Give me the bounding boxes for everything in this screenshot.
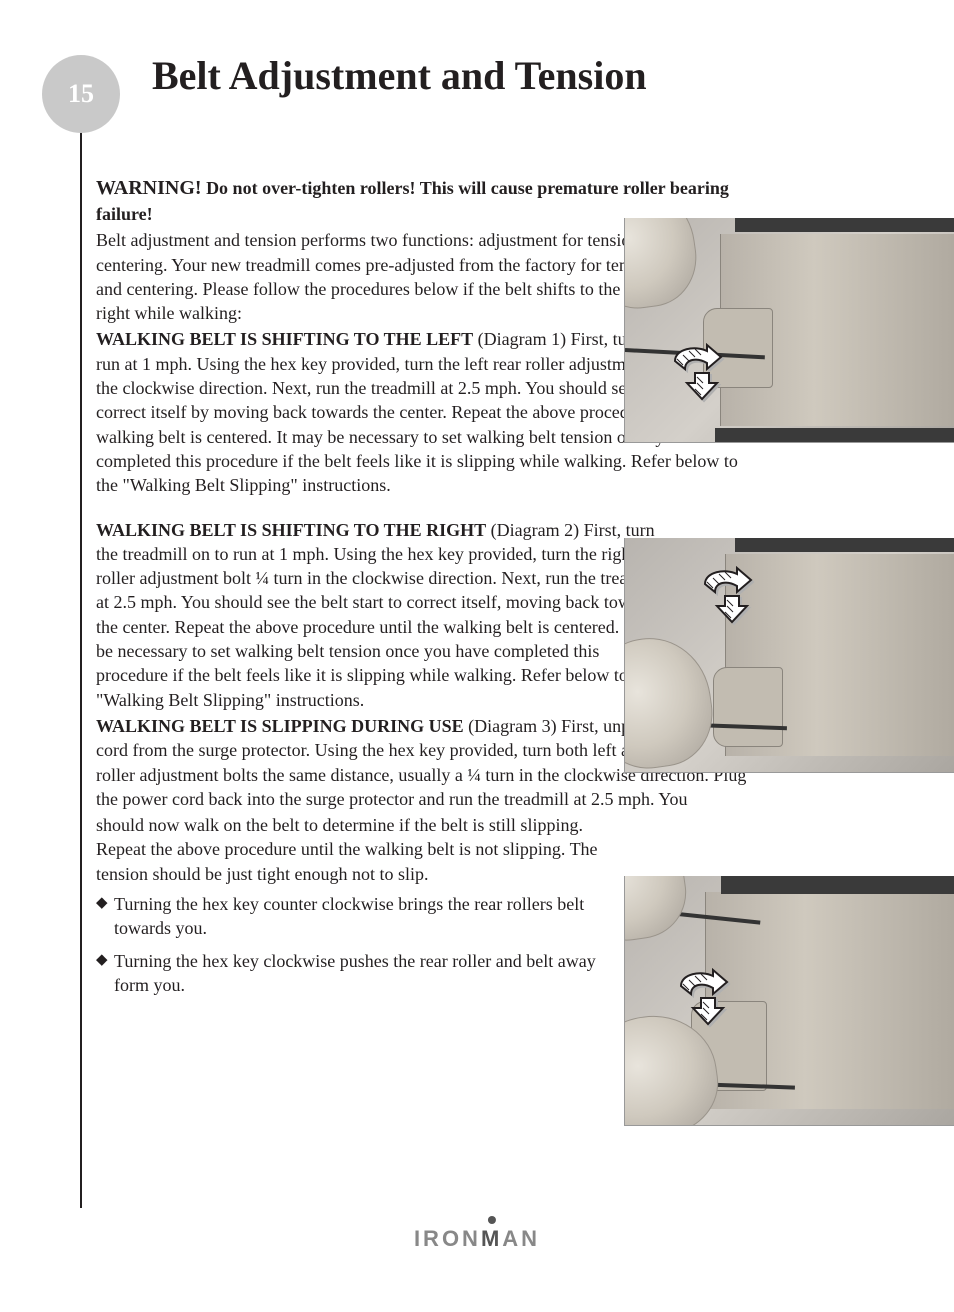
diamond-bullet-icon: ◆ (96, 892, 114, 915)
diagram-3 (624, 876, 954, 1126)
logo-left: IRON (414, 1226, 481, 1252)
section-right-head: WALKING BELT IS SHIFTING TO THE RIGHT (96, 520, 486, 540)
section-slip-diag: (Diagram 3) (468, 716, 556, 736)
clockwise-arrow-icon (695, 566, 759, 624)
section-left-head: WALKING BELT IS SHIFTING TO THE LEFT (96, 329, 473, 349)
bullet-text-0: Turning the hex key counter clockwise br… (114, 892, 608, 941)
bullet-text-1: Turning the hex key clockwise pushes the… (114, 949, 608, 998)
diagram-2 (624, 538, 954, 773)
section-right: WALKING BELT IS SHIFTING TO THE RIGHT (D… (96, 518, 674, 712)
bullet-list: ◆ Turning the hex key counter clockwise … (96, 892, 608, 997)
intro-paragraph: Belt adjustment and tension performs two… (96, 228, 676, 325)
section-slip-body-b: should now walk on the belt to determine… (96, 813, 618, 886)
section-right-diag: (Diagram 2) (491, 520, 579, 540)
logo-mid: M (481, 1226, 502, 1252)
page-title: Belt Adjustment and Tension (152, 52, 647, 99)
vertical-rule (80, 128, 82, 1208)
section-left-diag: (Diagram 1) (478, 329, 566, 349)
clockwise-arrow-icon (671, 968, 735, 1026)
page-number-badge: 15 (42, 55, 120, 133)
diamond-bullet-icon: ◆ (96, 949, 114, 972)
list-item: ◆ Turning the hex key counter clockwise … (96, 892, 608, 941)
diagram-1 (624, 218, 954, 443)
logo-right: AN (502, 1226, 540, 1252)
warning-lead: WARNING! (96, 177, 202, 199)
list-item: ◆ Turning the hex key clockwise pushes t… (96, 949, 608, 998)
clockwise-arrow-icon (665, 343, 729, 401)
page-number: 15 (68, 79, 94, 109)
brand-logo: IRON M AN (414, 1226, 540, 1252)
section-right-body: First, turn the treadmill on to run at 1… (96, 520, 670, 710)
section-slip-head: WALKING BELT IS SLIPPING DURING USE (96, 716, 464, 736)
